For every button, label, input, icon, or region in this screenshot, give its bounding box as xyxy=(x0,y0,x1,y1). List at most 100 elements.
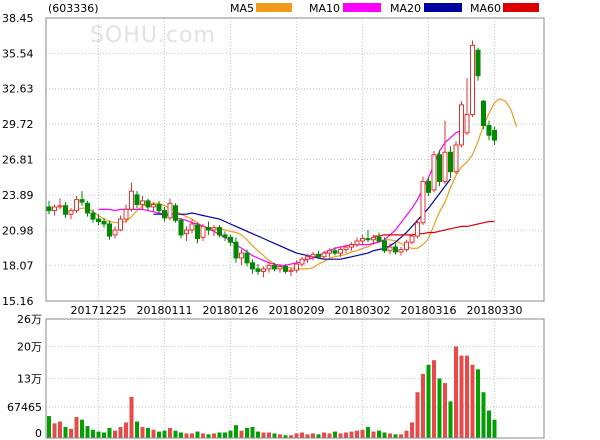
date-tick-label: 20180316 xyxy=(401,304,457,317)
volume-bar xyxy=(338,433,343,438)
candlestick xyxy=(316,250,321,260)
candlestick xyxy=(294,260,299,273)
volume-tick-label: 13万 xyxy=(17,373,42,386)
price-tick-label: 26.81 xyxy=(2,153,34,166)
volume-bar xyxy=(476,369,480,438)
candlestick xyxy=(57,198,63,210)
volume-bar xyxy=(322,432,326,438)
candle-body xyxy=(426,180,431,193)
candle-body xyxy=(475,49,481,77)
candlestick xyxy=(387,243,393,255)
candle-body xyxy=(448,151,453,173)
volume-bar xyxy=(124,422,128,438)
volume-bar xyxy=(289,435,293,438)
volume-bar xyxy=(327,433,332,438)
price-tick-label: 15.16 xyxy=(2,295,34,308)
volume-bar xyxy=(245,427,249,438)
candle-body xyxy=(332,250,338,254)
legend-ma60: MA60 xyxy=(470,2,539,15)
volume-bar xyxy=(151,429,156,438)
candlestick xyxy=(63,202,68,218)
price-axis: 38.45 35.54 32.63 29.72 26.81 23.89 20.98 18.07… xyxy=(2,12,34,308)
candle-body xyxy=(288,269,294,272)
candlestick xyxy=(101,217,107,228)
volume-bar xyxy=(443,383,447,438)
candlestick xyxy=(184,226,189,241)
date-tick-label: 20180126 xyxy=(203,304,259,317)
candle-body xyxy=(321,252,327,258)
candlestick xyxy=(239,249,244,266)
candle-body xyxy=(101,221,107,225)
volume-bar xyxy=(91,429,95,438)
candle-body xyxy=(481,100,486,127)
volume-bar xyxy=(316,434,321,438)
volume-bar xyxy=(393,434,398,438)
candlestick xyxy=(481,100,486,130)
volume-bar xyxy=(355,430,359,438)
candle-body xyxy=(255,268,261,272)
price-tick-label: 35.54 xyxy=(2,47,34,60)
candle-body xyxy=(79,199,85,203)
moving-average-lines xyxy=(70,98,518,270)
candle-body xyxy=(250,262,255,270)
candlestick xyxy=(195,222,200,244)
candlestick xyxy=(261,266,266,278)
volume-bar xyxy=(300,432,304,438)
candle-body xyxy=(129,190,134,210)
candlestick xyxy=(123,204,129,223)
date-tick-label: 20171225 xyxy=(71,304,127,317)
candlestick xyxy=(299,256,305,267)
candle-body xyxy=(387,246,393,252)
legend-ma60-label: MA60 xyxy=(470,2,501,15)
candle-body xyxy=(415,222,420,237)
volume-bar xyxy=(113,430,117,438)
candlestick xyxy=(173,203,178,223)
volume-bar xyxy=(250,427,255,438)
candle-body xyxy=(338,248,343,254)
candlestick xyxy=(178,217,184,239)
ma60-line xyxy=(373,220,495,237)
candlestick xyxy=(321,250,327,260)
candle-body xyxy=(437,154,442,182)
volume-bar xyxy=(140,427,145,438)
candlestick xyxy=(206,221,211,235)
candlestick xyxy=(272,262,277,272)
volume-bar xyxy=(421,373,425,438)
legend: MA5 MA10 MA20 MA60 xyxy=(230,2,539,15)
candle-body xyxy=(134,194,140,206)
volume-tick-label: 0 xyxy=(35,427,42,440)
candle-body xyxy=(52,206,57,212)
volume-bar xyxy=(173,430,178,438)
candle-body xyxy=(85,202,90,214)
candlestick xyxy=(464,78,470,136)
candlestick xyxy=(151,202,156,212)
candlestick xyxy=(266,261,272,273)
candle-body xyxy=(74,199,79,212)
volume-bar xyxy=(96,431,101,438)
candle-body xyxy=(354,240,360,246)
candlestick xyxy=(118,215,123,232)
candlestick xyxy=(228,234,233,246)
candlestick xyxy=(156,200,162,214)
candle-body xyxy=(57,205,63,208)
candlestick xyxy=(211,225,217,237)
candle-body xyxy=(189,223,195,231)
candlestick xyxy=(404,239,409,252)
volume-bar xyxy=(52,423,57,438)
legend-ma20-label: MA20 xyxy=(390,2,421,15)
volume-bar xyxy=(206,434,211,438)
volume-bar xyxy=(184,433,189,438)
volume-bar xyxy=(118,427,123,438)
volume-bar xyxy=(267,432,271,438)
volume-bar xyxy=(481,392,486,438)
candle-body xyxy=(486,125,492,136)
candle-body xyxy=(200,225,206,238)
legend-ma20: MA20 xyxy=(390,2,462,15)
volume-bars xyxy=(47,346,497,438)
candlestick xyxy=(140,196,145,210)
volume-bar xyxy=(283,435,288,438)
volume-bar xyxy=(217,432,222,438)
legend-ma5-swatch xyxy=(256,3,292,12)
candle-body xyxy=(453,144,459,173)
volume-bar xyxy=(212,433,216,438)
